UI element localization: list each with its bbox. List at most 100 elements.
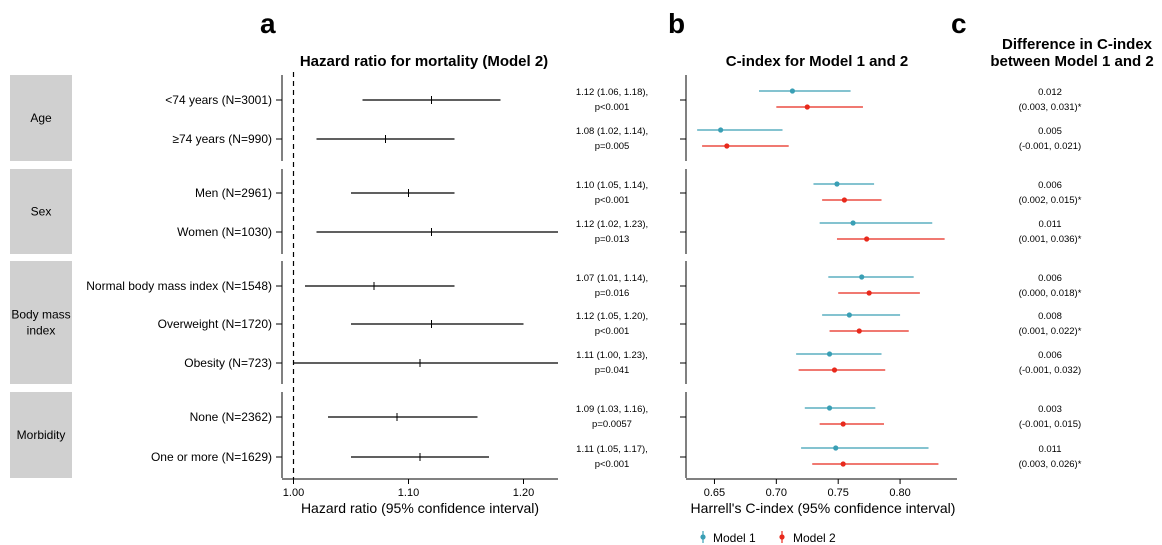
hr-pvalue-text: p=0.005 xyxy=(595,141,630,152)
hr-estimate-text: 1.10 (1.05, 1.14), xyxy=(576,180,648,191)
legend: Model 1 Model 2 xyxy=(700,531,836,545)
hr-estimate-text: 1.07 (1.01, 1.14), xyxy=(576,273,648,284)
c-index-diff-value: 0.008 xyxy=(1038,311,1062,322)
c-index-point-model1 xyxy=(826,351,833,357)
c-index-diff-value: 0.011 xyxy=(1038,444,1061,455)
hr-estimate-text: 1.12 (1.05, 1.20), xyxy=(576,311,648,322)
panel-c-letter: c xyxy=(951,8,967,39)
c-index-point-model2 xyxy=(724,143,730,149)
c-index-diff-ci: (0.003, 0.026)* xyxy=(1019,459,1082,470)
c-index-difference-column: 0.012 (0.003, 0.031)* 0.005 (-0.001, 0.021)… xyxy=(1019,87,1082,470)
c-index-diff-value: 0.003 xyxy=(1038,404,1062,415)
c-index-point-model2 xyxy=(864,236,870,242)
c-index-point-model2 xyxy=(841,197,847,203)
hr-pvalue-text: p=0.0057 xyxy=(592,419,632,430)
group-strip-box xyxy=(10,75,72,161)
hr-estimate-text: 1.11 (1.05, 1.17), xyxy=(576,444,648,455)
c-index-diff-ci: (0.002, 0.015)* xyxy=(1019,195,1082,206)
c-index-point-model2 xyxy=(840,461,846,467)
c-index-diff-value: 0.005 xyxy=(1038,126,1062,137)
row-label: None (N=2362) xyxy=(190,410,272,424)
c-index-diff-value: 0.011 xyxy=(1038,219,1061,230)
c-index-diff-ci: (-0.001, 0.032) xyxy=(1019,365,1081,376)
group-strips: Age Sex Body mass index Morbidity xyxy=(10,75,72,478)
c-index-diff-value: 0.006 xyxy=(1038,350,1062,361)
panel-a-letter: a xyxy=(260,8,276,39)
group-strip-box xyxy=(10,169,72,254)
row-label: Men (N=2961) xyxy=(195,186,272,200)
panel-a-title: Hazard ratio for mortality (Model 2) xyxy=(300,53,548,70)
c-index-point-model1 xyxy=(789,88,796,94)
panel-b-x-tick-label: 0.70 xyxy=(766,487,787,499)
panel-b-letter: b xyxy=(668,8,685,39)
hr-pvalue-text: p=0.041 xyxy=(595,365,630,376)
panel-a-hazard-ratio: 1.00 1.10 1.20 Hazard ratio (95% confidenc… xyxy=(276,72,558,516)
panel-c-title-line2: between Model 1 and 2 xyxy=(990,53,1153,70)
hr-pvalue-text: p<0.001 xyxy=(595,195,630,206)
hr-pvalue-text: p=0.016 xyxy=(595,288,630,299)
group-label: Sex xyxy=(31,205,52,219)
panel-b-x-tick-label: 0.80 xyxy=(889,487,910,499)
legend-model1-label: Model 1 xyxy=(713,531,756,545)
group-strip-box xyxy=(10,261,72,384)
panel-b-c-index: 0.65 0.70 0.75 0.80 Harrell's C-index (95% … xyxy=(680,75,957,516)
panel-a-x-tick-label: 1.00 xyxy=(283,487,304,499)
hr-estimate-text: 1.12 (1.02, 1.23), xyxy=(576,219,648,230)
panel-a-x-tick-label: 1.20 xyxy=(513,487,534,499)
row-label: One or more (N=1629) xyxy=(151,450,272,464)
hr-estimate-text: 1.09 (1.03, 1.16), xyxy=(576,404,648,415)
c-index-diff-ci: (0.000, 0.018)* xyxy=(1019,288,1082,299)
group-label: Morbidity xyxy=(17,428,66,442)
panel-b-title: C-index for Model 1 and 2 xyxy=(726,53,909,70)
c-index-diff-value: 0.012 xyxy=(1038,87,1062,98)
c-index-point-model1 xyxy=(846,312,852,318)
c-index-point-model2 xyxy=(804,104,810,110)
panel-a-x-axis-label: Hazard ratio (95% confidence interval) xyxy=(301,500,539,516)
hr-estimate-text: 1.11 (1.00, 1.23), xyxy=(576,350,648,361)
hr-pvalue-text: p<0.001 xyxy=(595,326,630,337)
group-strip-box xyxy=(10,392,72,478)
row-label: <74 years (N=3001) xyxy=(165,93,272,107)
c-index-point-model1 xyxy=(859,274,865,280)
panel-a-x-tick-label: 1.10 xyxy=(398,487,419,499)
c-index-point-model2 xyxy=(831,367,838,373)
hr-pvalue-text: p<0.001 xyxy=(595,102,630,113)
hr-pvalue-text: p=0.013 xyxy=(595,234,630,245)
panel-c-title-line1: Difference in C-index xyxy=(1002,36,1153,53)
c-index-point-model1 xyxy=(833,445,839,451)
panel-b-x-tick-label: 0.75 xyxy=(827,487,848,499)
c-index-point-model2 xyxy=(856,328,862,334)
row-label: Overweight (N=1720) xyxy=(158,317,272,331)
c-index-point-model1 xyxy=(834,181,840,187)
c-index-diff-ci: (-0.001, 0.015) xyxy=(1019,419,1081,430)
c-index-diff-ci: (-0.001, 0.021) xyxy=(1019,141,1081,152)
c-index-diff-ci: (0.001, 0.036)* xyxy=(1019,234,1082,245)
group-label: Age xyxy=(30,111,52,125)
panel-b-x-tick-label: 0.65 xyxy=(704,487,725,499)
panel-b-x-axis-label: Harrell's C-index (95% confidence interv… xyxy=(691,500,956,516)
c-index-point-model1 xyxy=(826,405,833,411)
c-index-point-model1 xyxy=(718,127,724,133)
c-index-point-model2 xyxy=(840,421,846,427)
row-labels: <74 years (N=3001) ≥74 years (N=990) Men (… xyxy=(86,93,272,464)
c-index-diff-value: 0.006 xyxy=(1038,180,1062,191)
group-label: Body mass xyxy=(11,308,70,322)
c-index-point-model2 xyxy=(866,290,872,296)
hr-estimate-text: 1.08 (1.02, 1.14), xyxy=(576,126,648,137)
hazard-ratio-text-column: 1.12 (1.06, 1.18), p<0.001 1.08 (1.02, 1.1… xyxy=(576,87,648,470)
row-label: Normal body mass index (N=1548) xyxy=(86,279,272,293)
row-label: ≥74 years (N=990) xyxy=(172,132,272,146)
c-index-diff-ci: (0.001, 0.022)* xyxy=(1019,326,1082,337)
hr-estimate-text: 1.12 (1.06, 1.18), xyxy=(576,87,648,98)
group-label: index xyxy=(27,324,56,338)
hr-pvalue-text: p<0.001 xyxy=(595,459,630,470)
row-label: Obesity (N=723) xyxy=(184,356,272,370)
legend-model1-marker xyxy=(700,534,706,540)
c-index-diff-ci: (0.003, 0.031)* xyxy=(1019,102,1082,113)
c-index-diff-value: 0.006 xyxy=(1038,273,1062,284)
legend-model2-label: Model 2 xyxy=(793,531,836,545)
legend-model2-marker xyxy=(779,534,785,540)
c-index-point-model1 xyxy=(850,220,856,226)
row-label: Women (N=1030) xyxy=(177,225,272,239)
